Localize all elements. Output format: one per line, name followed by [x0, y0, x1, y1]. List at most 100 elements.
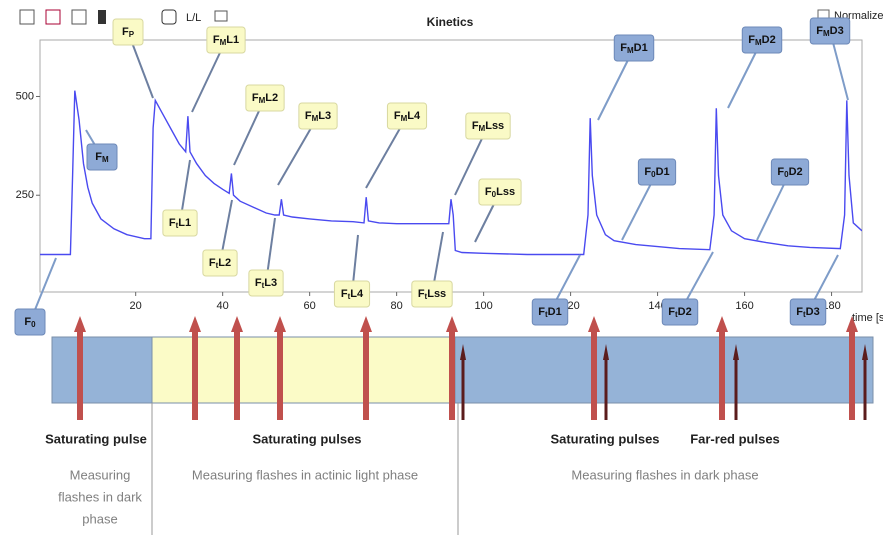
annotation-box: [245, 84, 285, 112]
annotation-sub: M: [755, 38, 762, 47]
annotation-label: FML4: [394, 110, 421, 123]
annotation-sub: t: [348, 292, 351, 301]
annotation-label: FML3: [305, 110, 331, 123]
annotation-rest: D1: [634, 42, 648, 54]
annotation-label: FtD2: [668, 306, 691, 319]
annotation-label: FtD1: [538, 306, 561, 319]
phase-label: Measuring: [70, 467, 131, 482]
annotation-box: [770, 158, 810, 186]
annotation-sub: 0: [31, 320, 36, 329]
annotation-rest: L3: [264, 277, 277, 289]
annotation-sub: 0: [651, 170, 656, 179]
scale-button[interactable]: L/L: [186, 12, 201, 24]
annotation-base: F: [620, 42, 627, 54]
annotation-box: [789, 298, 827, 326]
annotation-base: F: [24, 316, 31, 328]
annotation-sub: t: [675, 310, 678, 319]
annotation-sub: t: [262, 281, 265, 290]
annotation-label: FMLss: [472, 120, 504, 133]
annotation-rest: L4: [407, 110, 421, 122]
annotation-box: [411, 280, 453, 308]
annotation-label: FM: [95, 151, 109, 164]
annotation-label: FMD3: [816, 25, 843, 38]
annotation-base: F: [644, 166, 651, 178]
annotation-sub: t: [803, 310, 806, 319]
tool-icon[interactable]: [45, 9, 61, 25]
pulse-arrow-head: [360, 316, 372, 332]
annotation-rest: D1: [548, 306, 562, 318]
annotation-sub: 0: [492, 190, 497, 199]
pulse-arrow-head: [846, 316, 858, 332]
annotation-rest: D3: [806, 306, 820, 318]
annotation-base: F: [394, 110, 401, 122]
annotation-sub: M: [312, 114, 319, 123]
pulse-label: Saturating pulses: [252, 431, 361, 446]
annotation-rest: L2: [218, 257, 231, 269]
plot-area: [39, 39, 863, 293]
annotation-box: [465, 112, 511, 140]
phase-label: phase: [82, 511, 117, 526]
phase-label: Measuring flashes in dark phase: [571, 467, 758, 482]
annotation-box: [333, 280, 371, 308]
pulse-arrow-head: [588, 316, 600, 332]
dark-phase: [51, 336, 153, 404]
phase-label: flashes in dark: [58, 489, 142, 504]
annotation-base: F: [418, 288, 425, 300]
tool-icon[interactable]: [214, 10, 228, 22]
annotation-label: FMD1: [620, 42, 647, 55]
annotation-rest: D1: [656, 166, 670, 178]
annotation-base: F: [485, 186, 492, 198]
annotation-sub: M: [220, 38, 227, 47]
annotation-sub: M: [823, 29, 830, 38]
tool-icon[interactable]: [71, 9, 87, 25]
annotation-box: [478, 178, 522, 206]
bottom-labels: Saturating pulse Saturating pulses Saturat…: [45, 431, 780, 526]
annotation-label: FP: [122, 26, 135, 39]
phase-label: Measuring flashes in actinic light phase: [192, 467, 418, 482]
annotation-box: [637, 158, 677, 186]
annotation-base: F: [748, 34, 755, 46]
arrows: [74, 316, 868, 420]
x-tick-label: 80: [391, 300, 403, 312]
annotation-base: F: [252, 92, 259, 104]
x-tick-label: 160: [735, 300, 753, 312]
annotation-sub: t: [176, 221, 179, 230]
phase-bar: [51, 336, 874, 535]
pulse-arrow-head: [716, 316, 728, 332]
annotation-rest: L3: [318, 110, 331, 122]
pulse-arrow-head: [603, 344, 609, 360]
annotation-box: [661, 298, 699, 326]
pulse-arrow-head: [74, 316, 86, 332]
annotation-sub: M: [401, 114, 408, 123]
annotation-base: F: [668, 306, 675, 318]
annotation-label: F0D2: [777, 166, 802, 179]
annotation-box: [112, 18, 144, 46]
pulse-arrow-head: [189, 316, 201, 332]
annotation-base: F: [538, 306, 545, 318]
tool-icon[interactable]: [19, 9, 35, 25]
annotation-base: F: [777, 166, 784, 178]
annotation-label: FML2: [252, 92, 278, 105]
annotation-sub: t: [545, 310, 548, 319]
x-tick-label: 60: [304, 300, 316, 312]
annotation-rest: D2: [678, 306, 692, 318]
annotation-box: [741, 26, 783, 54]
annotation-box: [248, 269, 284, 297]
annotation-sub: 0: [784, 170, 789, 179]
kinetic-curve: [40, 90, 862, 256]
annotation-sub: P: [129, 30, 135, 39]
tool-icon[interactable]: [161, 9, 177, 25]
annotation-sub: M: [259, 96, 266, 105]
annotation-label: FtL3: [255, 277, 277, 290]
annotation-box: [86, 143, 118, 171]
annotation-rest: D3: [830, 25, 844, 37]
tool-icon[interactable]: [98, 10, 106, 24]
annotation-label: FtL2: [209, 257, 231, 270]
annotation-label: FMD2: [748, 34, 775, 47]
annotation-sub: M: [102, 155, 109, 164]
x-tick-label: 40: [217, 300, 229, 312]
annotation-label: FtL1: [169, 217, 191, 230]
